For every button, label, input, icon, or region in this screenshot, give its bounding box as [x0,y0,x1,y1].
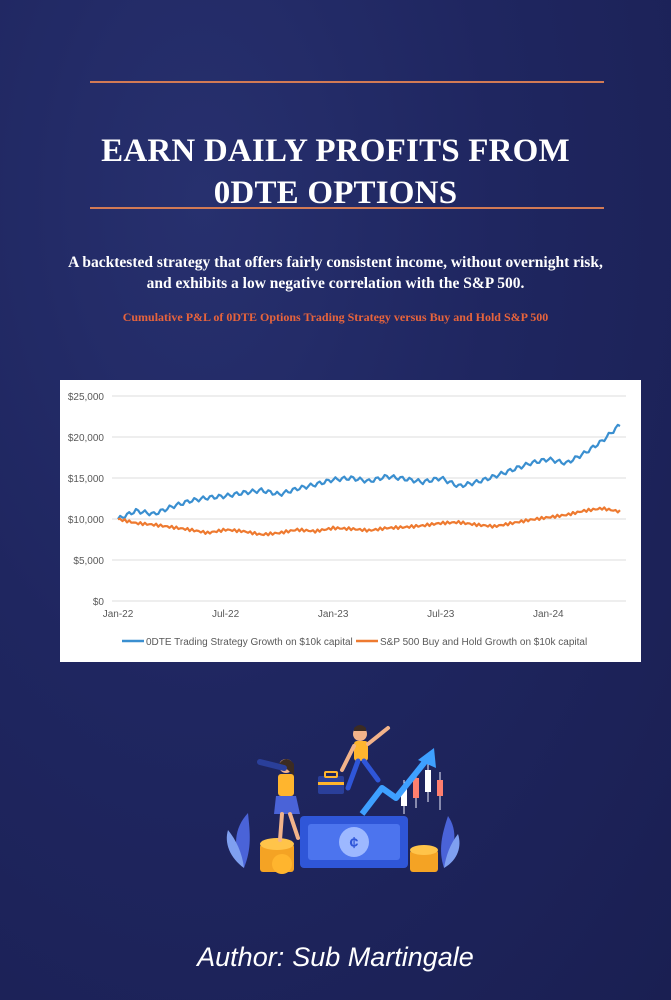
investment-illustration: ¢ [226,725,460,874]
performance-chart: $0 $5,000 $10,000 $15,000 $20,000 $25,000 Jan-… [60,380,641,662]
rising-arrow-icon [359,748,436,816]
legend-entry: S&P 500 Buy and Hold Growth on $10k capi… [380,637,587,648]
money-bill-icon: ¢ [300,816,408,868]
x-tick-label: Jul-23 [427,609,455,620]
woman-with-telescope-icon [257,759,300,842]
chart-caption: Cumulative P&L of 0DTE Options Trading S… [122,310,549,324]
legend-entry: 0DTE Trading Strategy Growth on $10k cap… [146,637,353,648]
subtitle-line-2: and exhibits a low negative correlation … [146,275,525,292]
author-credit: Author: Sub Martingale [0,942,671,973]
series-line-sp500 [117,506,621,537]
y-tick-label: $0 [93,597,105,608]
x-tick-label: Jan-24 [533,609,564,620]
y-tick-label: $10,000 [68,515,105,526]
book-title-line-1: EARN DAILY PROFITS FROM [101,133,570,170]
bottom-decorative-rule [90,207,604,209]
y-tick-label: $5,000 [73,556,104,567]
author-label: Author: [197,942,285,972]
chart-svg: $0 $5,000 $10,000 $15,000 $20,000 $25,000 Jan-… [68,392,626,648]
author-name: Sub Martingale [292,942,474,972]
top-decorative-rule [90,81,604,83]
coin-stack-icon [260,838,438,874]
x-tick-label: Jan-22 [103,609,134,620]
y-tick-label: $25,000 [68,392,105,403]
x-tick-label: Jul-22 [212,609,240,620]
svg-text:¢: ¢ [350,835,359,852]
subtitle-line-1: A backtested strategy that offers fairly… [68,254,603,271]
book-subtitle: A backtested strategy that offers fairly… [40,252,631,294]
y-tick-label: $15,000 [68,474,105,485]
y-tick-label: $20,000 [68,433,105,444]
man-jumping-icon [340,725,390,791]
book-title-line-2: 0DTE OPTIONS [213,175,458,212]
book-title: EARN DAILY PROFITS FROM 0DTE OPTIONS [40,130,631,214]
leaf-icon [226,813,460,868]
briefcase-icon [318,771,344,794]
series-line-strategy [117,423,621,520]
x-tick-label: Jan-23 [318,609,349,620]
